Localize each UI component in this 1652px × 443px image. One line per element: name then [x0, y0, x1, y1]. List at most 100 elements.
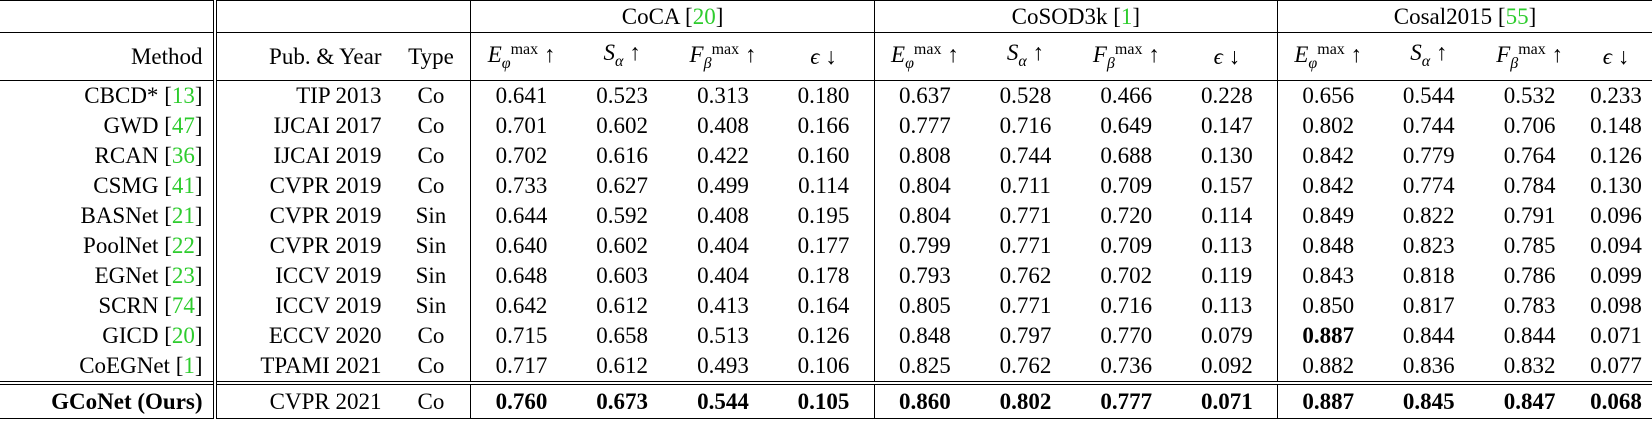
group-header-cosal2015: Cosal2015 [55] — [1277, 0, 1652, 33]
metric-header: Fβmax ↑ — [1075, 32, 1177, 81]
citation-link[interactable]: 22 — [171, 233, 195, 258]
method-name: CSMG — [93, 173, 165, 198]
value-cell: 0.195 — [773, 201, 875, 231]
metric-letter: S — [1410, 39, 1422, 65]
value-cell: 0.105 — [773, 381, 875, 419]
method-cell: CSMG [41] — [0, 171, 217, 201]
citation-link[interactable]: 41 — [171, 173, 195, 198]
method-cell: PoolNet [22] — [0, 231, 217, 261]
value-cell: 0.106 — [773, 351, 875, 383]
value-cell: 0.422 — [697, 143, 749, 168]
metric-symbol: ϵ — [1603, 44, 1612, 69]
value-cell: 0.786 — [1503, 263, 1556, 288]
metric-symbol: Sα — [1410, 39, 1430, 70]
value-cell: 0.791 — [1503, 203, 1556, 228]
group-name: CoSOD3k — [1011, 4, 1108, 29]
citation-link[interactable]: 1 — [1120, 4, 1133, 29]
metric-header: Sα ↑ — [1378, 32, 1480, 81]
citation-link[interactable]: 74 — [171, 293, 195, 318]
value-cell: 0.860 — [874, 381, 976, 419]
value-cell: 0.764 — [1503, 143, 1556, 168]
citation-link[interactable]: 36 — [171, 143, 195, 168]
value-cell: 0.836 — [1402, 353, 1455, 378]
table-row: PoolNet [22] CVPR 2019 Sin 0.640 0.602 0.404 0… — [0, 231, 1652, 261]
header-empty-cell — [0, 0, 217, 33]
table-row: CBCD* [13] TIP 2013 Co 0.641 0.523 0.313 0.180… — [0, 80, 1652, 111]
value-cell: 0.720 — [1100, 203, 1153, 228]
method-name: GICD — [102, 323, 165, 348]
value-cell: 0.779 — [1402, 143, 1455, 168]
value-cell: 0.847 — [1479, 381, 1581, 419]
citation-link[interactable]: 55 — [1505, 4, 1529, 29]
arrow-up-icon: ↑ — [623, 39, 641, 65]
value-cell: 0.092 — [1176, 351, 1279, 383]
citation-link[interactable]: 47 — [171, 113, 195, 138]
value-cell: 0.098 — [1590, 293, 1642, 318]
value-cell: 0.126 — [1590, 143, 1642, 168]
value-cell: 0.804 — [898, 203, 951, 228]
citation-link[interactable]: 13 — [171, 83, 195, 108]
value-cell: 0.644 — [495, 203, 548, 228]
type-cell: Sin — [391, 231, 472, 261]
value-cell: 0.736 — [1100, 353, 1153, 378]
value-cell: 0.744 — [1402, 113, 1455, 138]
arrow-up-icon: ↑ — [1142, 42, 1160, 67]
value-cell: 0.114 — [773, 171, 875, 201]
value-cell: 0.777 — [1075, 381, 1177, 419]
value-cell: 0.762 — [999, 353, 1052, 378]
value-cell: 0.071 — [1176, 381, 1279, 419]
value-cell: 0.701 — [495, 113, 548, 138]
type-cell: Co — [391, 351, 472, 383]
method-cell: SCRN [74] — [0, 291, 217, 321]
citation-link[interactable]: 23 — [171, 263, 195, 288]
value-cell: 0.808 — [898, 143, 951, 168]
value-cell: 0.513 — [697, 323, 749, 348]
value-cell: 0.130 — [1590, 173, 1642, 198]
table-row: CSMG [41] CVPR 2019 Co 0.733 0.627 0.499 0.114… — [0, 171, 1652, 201]
value-cell: 0.228 — [1176, 80, 1279, 111]
method-cell: EGNet [23] — [0, 261, 217, 291]
value-cell: 0.849 — [1302, 203, 1355, 228]
type-cell: Sin — [391, 261, 472, 291]
pub-year-cell: CVPR 2019 — [269, 233, 382, 258]
value-cell: 0.544 — [1378, 80, 1480, 111]
table-row-ours: GCoNet (Ours) CVPR 2021 Co 0.760 0.673 0.544 0… — [0, 381, 1652, 419]
arrow-down-icon: ↓ — [819, 44, 837, 69]
value-cell: 0.099 — [1590, 263, 1642, 288]
metric-letter: F — [1092, 42, 1107, 67]
metric-letter: ϵ — [1602, 44, 1613, 69]
value-cell: 0.822 — [1402, 203, 1455, 228]
citation-link[interactable]: 21 — [171, 203, 195, 228]
metric-letter: E — [487, 42, 502, 67]
citation-link[interactable]: 1 — [183, 353, 195, 378]
arrow-up-icon: ↑ — [538, 42, 556, 67]
metric-subscript: φ — [1308, 55, 1318, 72]
value-cell: 0.709 — [1100, 233, 1153, 258]
citation-link[interactable]: 20 — [692, 4, 716, 29]
value-cell: 0.612 — [596, 353, 648, 378]
pub-year-cell: IJCAI 2019 — [273, 143, 382, 168]
type-cell: Sin — [391, 201, 472, 231]
method-cell: CoEGNet [1] — [0, 351, 217, 383]
value-cell: 0.404 — [697, 233, 749, 258]
metric-subscript: φ — [501, 55, 511, 72]
value-cell: 0.783 — [1503, 293, 1556, 318]
value-cell: 0.805 — [898, 293, 951, 318]
value-cell: 0.649 — [1100, 113, 1153, 138]
value-cell: 0.313 — [672, 80, 774, 111]
value-cell: 0.733 — [495, 173, 548, 198]
metric-header: Fβmax ↑ — [672, 32, 774, 81]
method-cell: BASNet [21] — [0, 201, 217, 231]
value-cell: 0.178 — [773, 261, 875, 291]
metric-subscript: α — [615, 52, 624, 70]
metric-header: ϵ ↓ — [1176, 32, 1279, 81]
arrow-up-icon: ↑ — [739, 42, 757, 67]
citation-link[interactable]: 20 — [171, 323, 195, 348]
arrow-up-icon: ↑ — [941, 42, 959, 67]
metric-letter: E — [1294, 42, 1309, 67]
value-cell: 0.802 — [975, 381, 1076, 419]
value-cell: 0.688 — [1100, 143, 1153, 168]
metric-superscript: max — [510, 41, 539, 58]
column-header-method: Method — [0, 32, 217, 81]
pub-year-cell: TPAMI 2021 — [260, 353, 382, 378]
